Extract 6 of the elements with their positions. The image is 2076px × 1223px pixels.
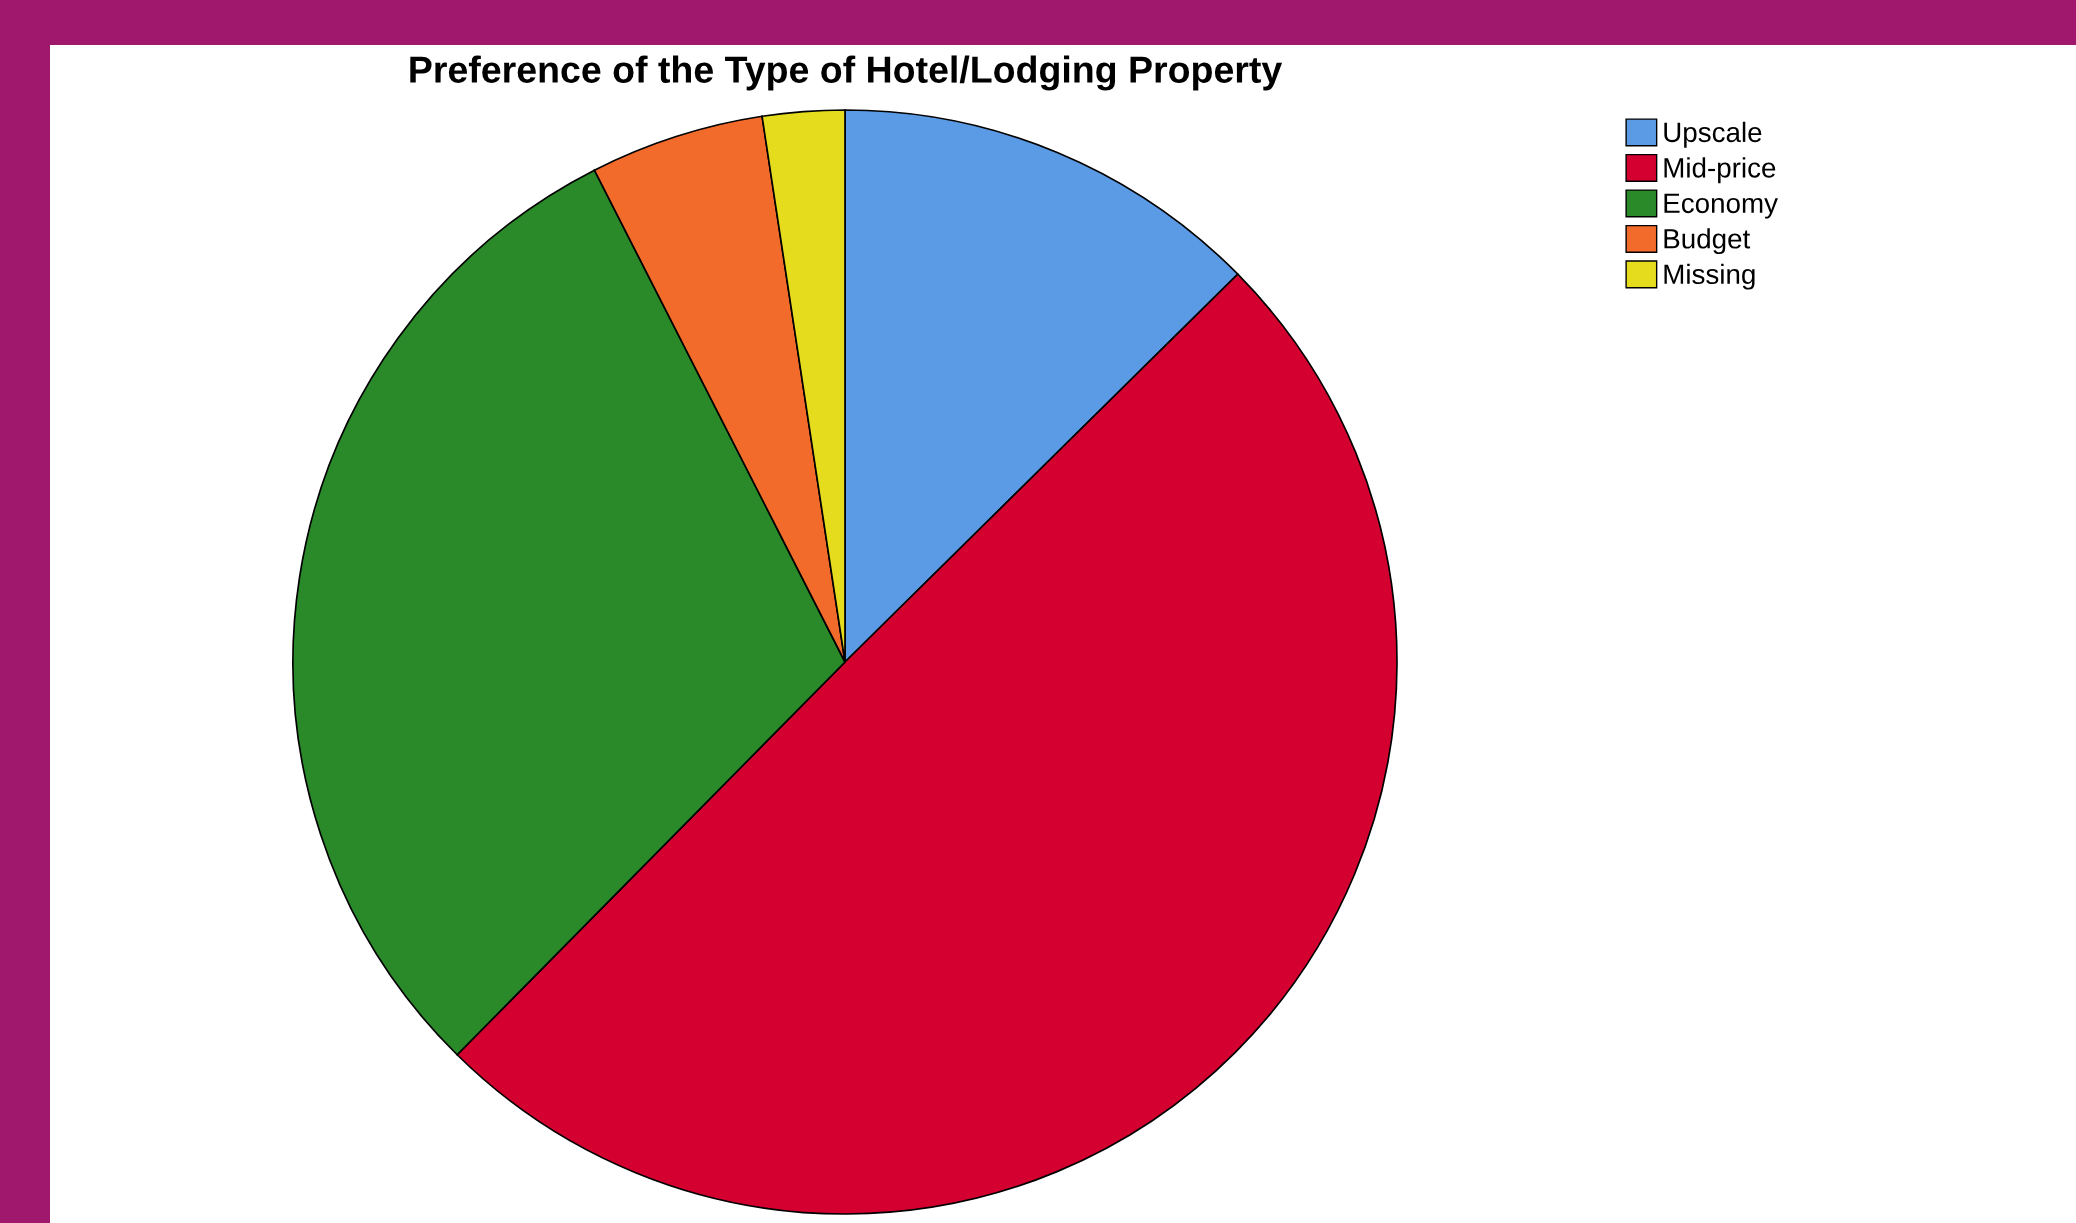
chart-title: Preference of the Type of Hotel/Lodging Property [410, 55, 1283, 91]
legend-label: Budget [1664, 228, 1751, 255]
legend-label: Economy [1664, 193, 1778, 219]
legend-label: Missing [1664, 263, 1755, 290]
legend-label: Mid-price [1664, 157, 1776, 184]
legend-label: Upscale [1664, 121, 1762, 148]
